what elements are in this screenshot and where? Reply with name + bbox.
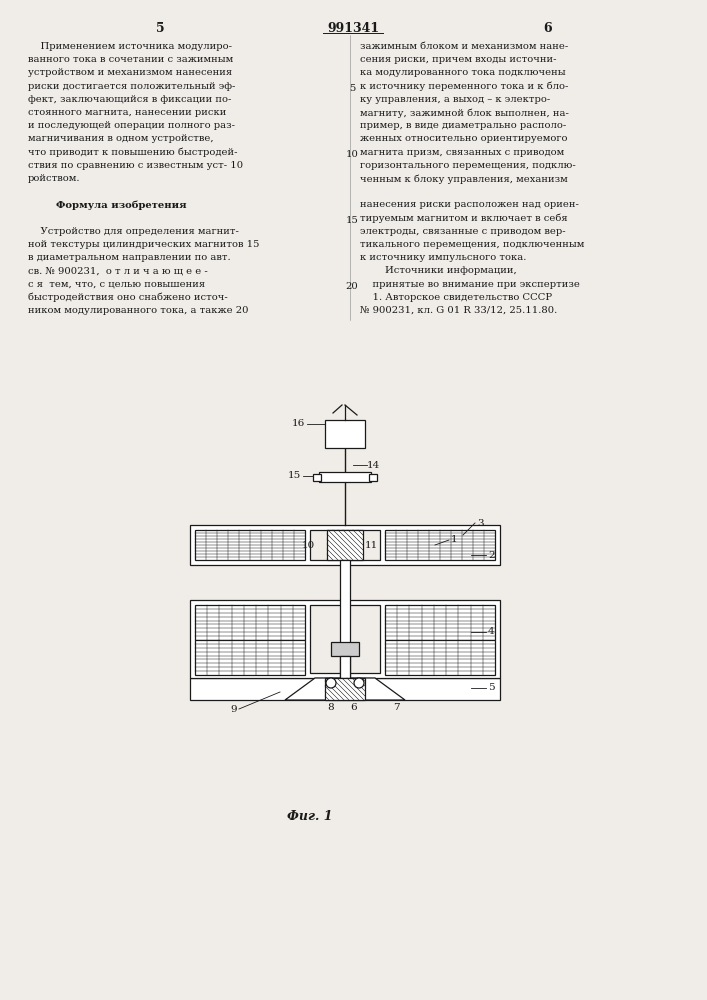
Text: 10: 10	[346, 150, 358, 159]
Bar	[313, 474, 321, 481]
Bar	[340, 656, 350, 678]
Text: ником модулированного тока, а также 20: ником модулированного тока, а также 20	[28, 306, 248, 315]
Bar	[190, 600, 500, 678]
Text: 16: 16	[292, 420, 305, 428]
Text: 3: 3	[477, 518, 484, 528]
Text: ствия по сравнению с известным уст- 10: ствия по сравнению с известным уст- 10	[28, 161, 243, 170]
Bar	[195, 640, 305, 675]
Text: риски достигается положительный эф-: риски достигается положительный эф-	[28, 82, 235, 91]
Text: Фиг. 1: Фиг. 1	[287, 810, 333, 823]
Bar	[369, 474, 377, 481]
Text: 14: 14	[367, 460, 380, 470]
Text: 5: 5	[156, 22, 164, 35]
Text: 20: 20	[346, 282, 358, 291]
Text: электроды, связанные с приводом вер-: электроды, связанные с приводом вер-	[360, 227, 566, 236]
Text: с я  тем, что, с целью повышения: с я тем, что, с целью повышения	[28, 280, 205, 289]
Bar	[385, 640, 495, 675]
Text: 11: 11	[365, 540, 378, 550]
Text: 15: 15	[288, 472, 301, 481]
Text: 7: 7	[393, 702, 399, 712]
Text: горизонтального перемещения, подклю-: горизонтального перемещения, подклю-	[360, 161, 575, 170]
Text: 10: 10	[302, 540, 315, 550]
Text: женных относительно ориентируемого: женных относительно ориентируемого	[360, 134, 568, 143]
Text: ченным к блоку управления, механизм: ченным к блоку управления, механизм	[360, 174, 568, 184]
Text: пример, в виде диаметрально располо-: пример, в виде диаметрально располо-	[360, 121, 566, 130]
Text: ной текстуры цилиндрических магнитов 15: ной текстуры цилиндрических магнитов 15	[28, 240, 259, 249]
Text: сения риски, причем входы источни-: сения риски, причем входы источни-	[360, 55, 556, 64]
Text: Источники информации,: Источники информации,	[360, 266, 517, 275]
Text: 1: 1	[451, 536, 457, 544]
Bar	[190, 525, 500, 565]
Bar	[331, 642, 359, 656]
Text: фект, заключающийся в фиксации по-: фект, заключающийся в фиксации по-	[28, 95, 231, 104]
Text: магниту, зажимной блок выполнен, на-: магниту, зажимной блок выполнен, на-	[360, 108, 569, 117]
Bar	[195, 530, 305, 560]
Text: 6: 6	[544, 22, 552, 35]
Text: ку управления, а выход – к электро-: ку управления, а выход – к электро-	[360, 95, 550, 104]
Text: стоянного магнита, нанесении риски: стоянного магнита, нанесении риски	[28, 108, 226, 117]
Circle shape	[354, 678, 364, 688]
Bar	[340, 560, 350, 680]
Text: что приводит к повышению быстродей-: что приводит к повышению быстродей-	[28, 148, 238, 157]
Text: Устройство для определения магнит-: Устройство для определения магнит-	[28, 227, 239, 236]
Text: к источнику импульсного тока.: к источнику импульсного тока.	[360, 253, 527, 262]
Text: 4: 4	[488, 628, 495, 637]
Text: Применением источника модулиро-: Применением источника модулиро-	[28, 42, 232, 51]
Bar	[195, 605, 305, 640]
Bar	[310, 530, 380, 560]
Text: 6: 6	[350, 702, 356, 712]
Text: 8: 8	[327, 702, 334, 712]
Text: 5: 5	[349, 84, 355, 93]
Text: и последующей операции полного раз-: и последующей операции полного раз-	[28, 121, 235, 130]
Text: ка модулированного тока подключены: ка модулированного тока подключены	[360, 68, 566, 77]
Text: 991341: 991341	[327, 22, 379, 35]
Text: Формула изобретения: Формула изобретения	[28, 200, 187, 210]
Text: устройством и механизмом нанесения: устройством и механизмом нанесения	[28, 68, 232, 77]
Bar	[385, 530, 495, 560]
Text: 15: 15	[346, 216, 358, 225]
Text: быстродействия оно снабжено источ-: быстродействия оно снабжено источ-	[28, 293, 228, 302]
Text: № 900231, кл. G 01 R 33/12, 25.11.80.: № 900231, кл. G 01 R 33/12, 25.11.80.	[360, 306, 557, 315]
Text: 9: 9	[230, 706, 237, 714]
Bar	[190, 678, 500, 700]
Bar	[325, 678, 365, 700]
Bar	[327, 530, 363, 560]
Bar	[310, 605, 380, 673]
Bar	[319, 472, 371, 482]
Text: 1. Авторское свидетельство СССР: 1. Авторское свидетельство СССР	[360, 293, 552, 302]
Text: магничивания в одном устройстве,: магничивания в одном устройстве,	[28, 134, 214, 143]
Text: принятые во внимание при экспертизе: принятые во внимание при экспертизе	[360, 280, 580, 289]
Text: 5: 5	[488, 684, 495, 692]
Polygon shape	[285, 678, 405, 700]
Text: магнита призм, связанных с приводом: магнита призм, связанных с приводом	[360, 148, 564, 157]
Text: нанесения риски расположен над ориен-: нанесения риски расположен над ориен-	[360, 200, 579, 209]
Text: тируемым магнитом и включает в себя: тируемым магнитом и включает в себя	[360, 214, 568, 223]
Circle shape	[326, 678, 336, 688]
Text: ройством.: ройством.	[28, 174, 81, 183]
Text: тикального перемещения, подключенным: тикального перемещения, подключенным	[360, 240, 585, 249]
Text: ванного тока в сочетании с зажимным: ванного тока в сочетании с зажимным	[28, 55, 233, 64]
Bar	[385, 605, 495, 640]
Text: к источнику переменного тока и к бло-: к источнику переменного тока и к бло-	[360, 82, 568, 91]
Text: св. № 900231,  о т л и ч а ю щ е е -: св. № 900231, о т л и ч а ю щ е е -	[28, 266, 208, 275]
Bar	[325, 420, 365, 448]
Text: зажимным блоком и механизмом нане-: зажимным блоком и механизмом нане-	[360, 42, 568, 51]
Text: 2: 2	[488, 550, 495, 560]
Text: в диаметральном направлении по авт.: в диаметральном направлении по авт.	[28, 253, 230, 262]
